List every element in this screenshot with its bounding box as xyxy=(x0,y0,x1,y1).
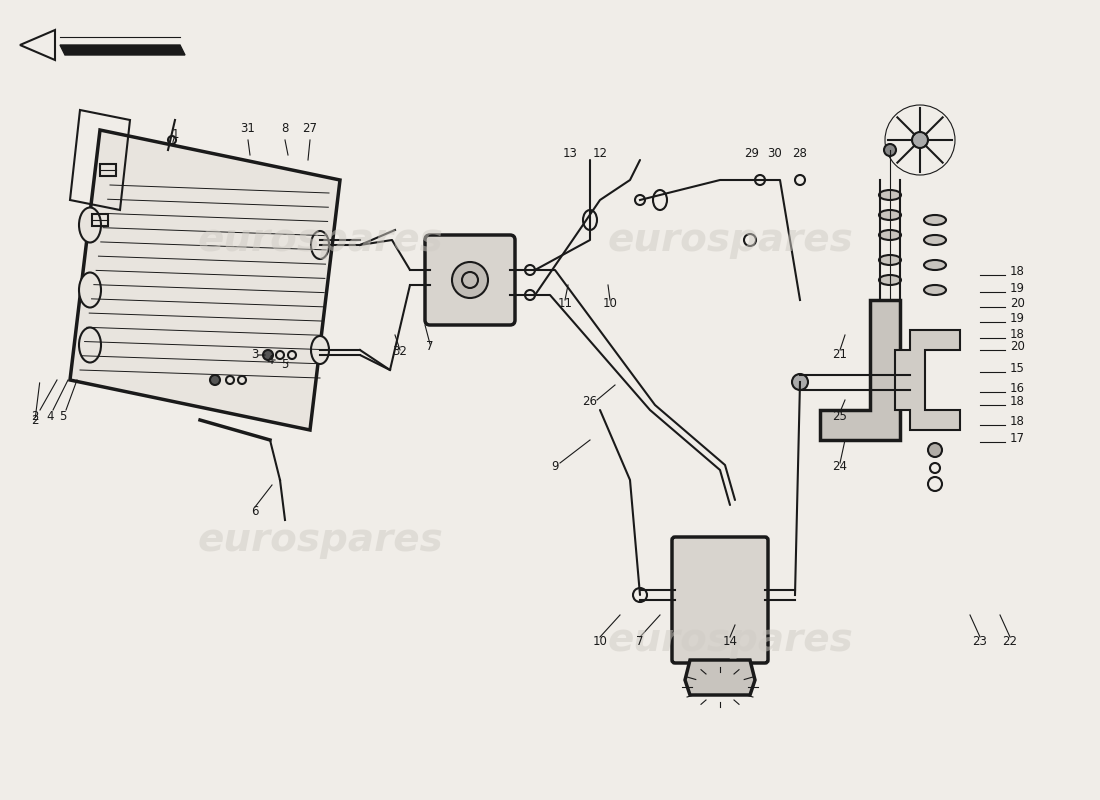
Text: 1: 1 xyxy=(172,129,178,142)
Text: 25: 25 xyxy=(833,410,847,423)
Text: 20: 20 xyxy=(1010,297,1025,310)
Polygon shape xyxy=(60,45,185,55)
Text: 31: 31 xyxy=(241,122,255,135)
Text: 4: 4 xyxy=(266,354,274,366)
Ellipse shape xyxy=(311,231,329,259)
Text: 18: 18 xyxy=(1010,328,1025,341)
Text: 13: 13 xyxy=(562,147,578,160)
FancyBboxPatch shape xyxy=(672,537,768,663)
Text: 18: 18 xyxy=(1010,395,1025,408)
Polygon shape xyxy=(70,130,340,430)
Bar xyxy=(100,164,116,176)
Text: eurospares: eurospares xyxy=(197,221,443,259)
Ellipse shape xyxy=(79,207,101,242)
Text: 22: 22 xyxy=(1002,635,1018,648)
Text: 12: 12 xyxy=(593,147,607,160)
Text: eurospares: eurospares xyxy=(197,521,443,559)
Text: 2: 2 xyxy=(31,410,38,423)
Polygon shape xyxy=(685,660,755,695)
Text: 14: 14 xyxy=(723,635,737,648)
Text: 9: 9 xyxy=(551,460,559,473)
Text: 27: 27 xyxy=(302,122,318,135)
Ellipse shape xyxy=(924,235,946,245)
Text: 5: 5 xyxy=(282,358,288,371)
Ellipse shape xyxy=(924,285,946,295)
Ellipse shape xyxy=(924,215,946,225)
Text: 4: 4 xyxy=(46,410,54,423)
Text: 6: 6 xyxy=(251,505,258,518)
Circle shape xyxy=(912,132,928,148)
Circle shape xyxy=(263,350,273,360)
Ellipse shape xyxy=(879,210,901,220)
Ellipse shape xyxy=(311,336,329,364)
Text: eurospares: eurospares xyxy=(607,221,852,259)
FancyBboxPatch shape xyxy=(425,235,515,325)
Ellipse shape xyxy=(879,190,901,200)
Circle shape xyxy=(210,375,220,385)
Text: 19: 19 xyxy=(1010,282,1025,295)
Ellipse shape xyxy=(79,327,101,362)
Text: 17: 17 xyxy=(1010,432,1025,445)
Text: 8: 8 xyxy=(282,122,288,135)
Text: 19: 19 xyxy=(1010,312,1025,325)
Text: 7: 7 xyxy=(427,340,433,353)
Text: 18: 18 xyxy=(1010,265,1025,278)
Polygon shape xyxy=(895,330,960,430)
Text: 28: 28 xyxy=(793,147,807,160)
Text: 7: 7 xyxy=(636,635,644,648)
Ellipse shape xyxy=(879,230,901,240)
Ellipse shape xyxy=(879,275,901,285)
Circle shape xyxy=(884,144,896,156)
Ellipse shape xyxy=(879,255,901,265)
Text: 21: 21 xyxy=(833,348,847,361)
Text: 30: 30 xyxy=(768,147,782,160)
Text: 16: 16 xyxy=(1010,382,1025,395)
Text: eurospares: eurospares xyxy=(607,621,852,659)
Text: 11: 11 xyxy=(558,297,572,310)
Text: 20: 20 xyxy=(1010,340,1025,353)
Text: 23: 23 xyxy=(972,635,988,648)
Text: 10: 10 xyxy=(603,297,617,310)
Text: 18: 18 xyxy=(1010,415,1025,428)
Circle shape xyxy=(928,443,942,457)
Ellipse shape xyxy=(79,273,101,307)
Text: 10: 10 xyxy=(593,635,607,648)
Circle shape xyxy=(452,262,488,298)
Polygon shape xyxy=(820,300,900,440)
Ellipse shape xyxy=(924,260,946,270)
Circle shape xyxy=(792,374,808,390)
Text: 3: 3 xyxy=(251,349,258,362)
Text: 2: 2 xyxy=(31,414,38,426)
Text: 26: 26 xyxy=(583,395,597,408)
Bar xyxy=(92,214,108,226)
Text: 24: 24 xyxy=(833,460,847,473)
Text: 29: 29 xyxy=(745,147,759,160)
Text: 15: 15 xyxy=(1010,362,1025,375)
Text: 32: 32 xyxy=(393,345,407,358)
Text: 5: 5 xyxy=(59,410,67,423)
